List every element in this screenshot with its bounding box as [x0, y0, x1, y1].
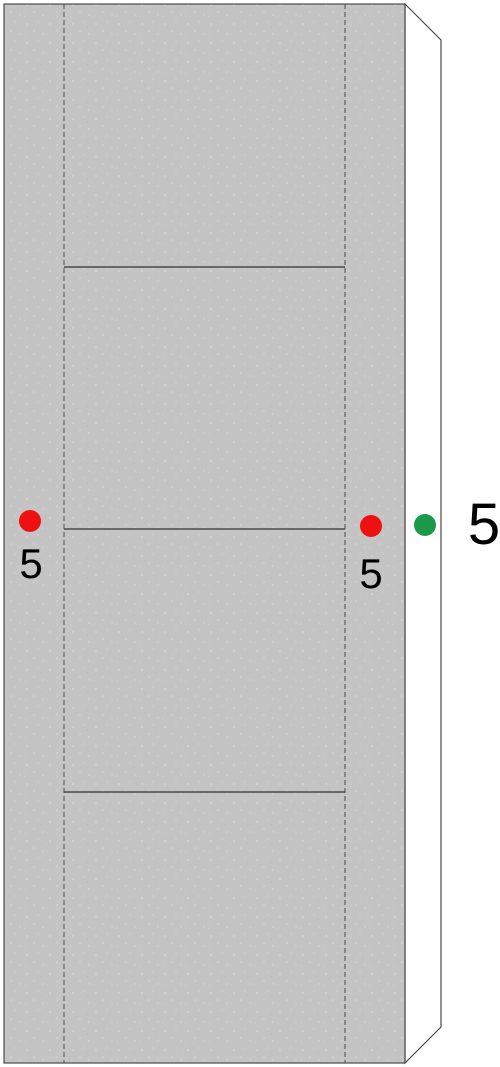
- outer-marker-label: 5: [468, 492, 500, 557]
- left-marker-label: 5: [19, 540, 42, 587]
- panel-surface: [3, 3, 406, 1064]
- inner-right-marker-dot: [360, 515, 382, 537]
- outer-marker-dot: [414, 514, 436, 536]
- inner-right-marker-label: 5: [359, 550, 382, 597]
- left-marker-dot: [19, 510, 41, 532]
